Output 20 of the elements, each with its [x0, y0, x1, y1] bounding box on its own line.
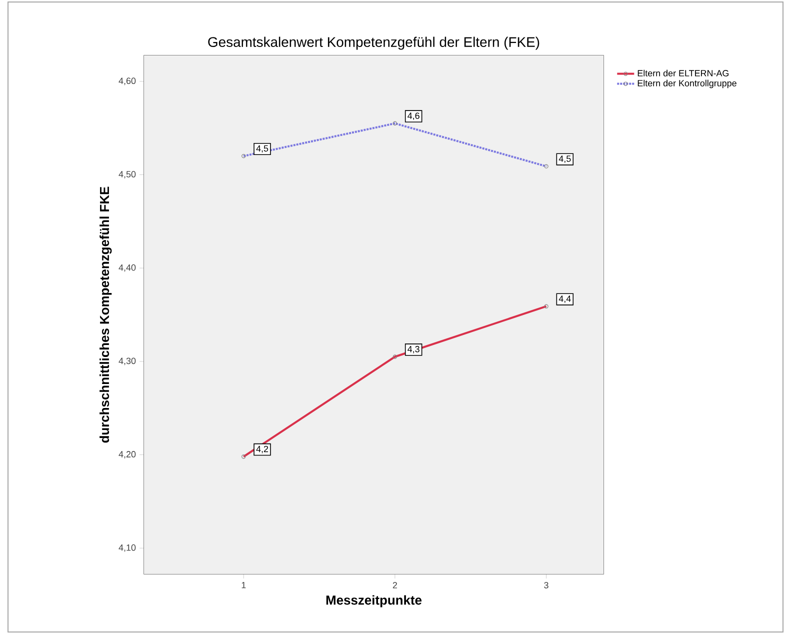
data-label: 4,6 — [408, 112, 420, 120]
data-label: 4,2 — [256, 446, 268, 454]
legend-label: Eltern der Kontrollgruppe — [638, 80, 736, 88]
legend-label: Eltern der ELTERN-AG — [638, 70, 728, 76]
y-tick-label: 4,50 — [118, 171, 136, 178]
y-tick-label: 4,10 — [118, 544, 136, 552]
y-tick-label: 4,20 — [118, 451, 136, 458]
y-tick-label: 4,40 — [118, 264, 136, 272]
data-label: 4,5 — [558, 156, 571, 163]
y-tick-label: 4,30 — [118, 358, 136, 366]
x-tick-label: 1 — [242, 582, 246, 588]
x-axis-title: Messzeitpunkte — [326, 595, 422, 608]
x-tick-label: 2 — [392, 582, 397, 588]
x-tick-label: 3 — [544, 582, 548, 588]
chart-title: Gesamtskalenwert Kompetenzgefühl der Eltern (FKE) — [208, 36, 540, 50]
data-label: 4,3 — [408, 346, 420, 354]
y-axis-title: durchschnittliches Kompetenzgefühl FKE — [100, 186, 112, 443]
data-label: 4,5 — [256, 145, 268, 153]
data-label: 4,4 — [558, 296, 571, 303]
y-tick-label: 4,60 — [118, 78, 136, 86]
